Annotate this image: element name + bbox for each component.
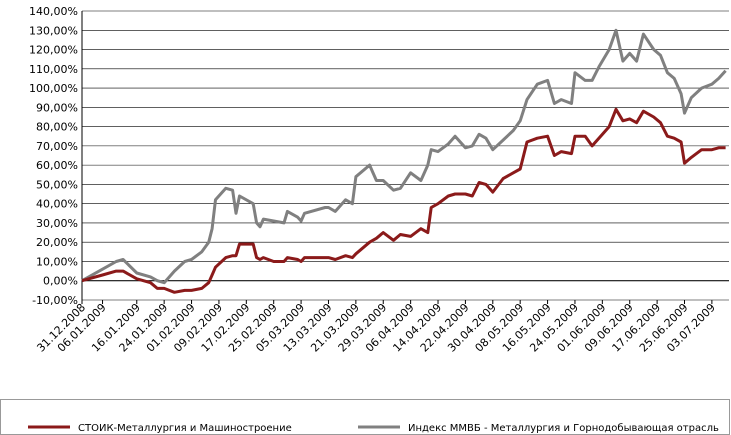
y-tick-label: 110,00% [29,63,78,76]
y-tick-label: 100,00% [29,82,78,95]
y-tick-label: 0,00% [43,275,78,288]
legend-label: Индекс ММВБ - Металлургия и Горнодобываю… [408,423,719,434]
y-tick-label: 30,00% [36,217,78,230]
y-tick-label: 60,00% [36,159,78,172]
y-tick-label: 70,00% [36,140,78,153]
y-tick-label: 10,00% [36,255,78,268]
y-tick-label: -10,00% [32,294,78,307]
y-tick-label: 130,00% [29,24,78,37]
series-line [81,28,727,285]
series-line [81,107,726,294]
legend-label: СТОИК-Металлургия и Машиностроение [78,423,292,434]
y-tick-label: 140,00% [29,5,78,18]
y-tick-label: 90,00% [36,101,78,114]
y-tick-label: 120,00% [29,44,78,57]
y-tick-label: 20,00% [36,236,78,249]
y-tick-label: 40,00% [36,198,78,211]
y-tick-label: 80,00% [36,121,78,134]
y-tick-label: 50,00% [36,178,78,191]
